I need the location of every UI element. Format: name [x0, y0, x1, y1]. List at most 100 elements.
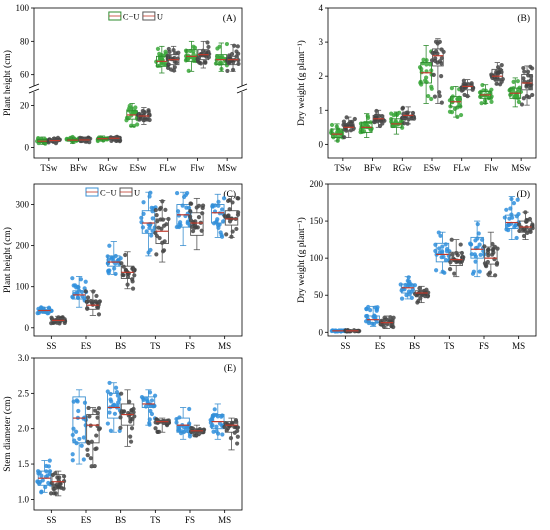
data-point [149, 398, 155, 403]
data-point [401, 115, 406, 120]
y-tick-label: 100 [16, 3, 30, 13]
data-point [482, 98, 488, 103]
data-point [447, 267, 453, 272]
data-point [138, 114, 143, 119]
data-point [399, 296, 405, 301]
data-point [108, 428, 114, 433]
data-point [94, 433, 99, 438]
data-point [73, 283, 78, 288]
data-point [406, 289, 412, 294]
data-point [119, 391, 124, 396]
data-point [203, 59, 208, 64]
data-point [85, 447, 90, 452]
box [331, 128, 343, 138]
data-point [77, 436, 82, 442]
data-point [71, 399, 76, 404]
data-point [83, 289, 88, 294]
data-point [368, 308, 373, 313]
data-point [424, 58, 429, 63]
data-point [85, 295, 91, 300]
box [107, 392, 121, 419]
box [227, 55, 239, 66]
data-point [94, 293, 99, 299]
axis-break-mark [28, 88, 40, 94]
data-point [468, 241, 473, 246]
data-point [405, 110, 410, 115]
data-point [415, 300, 420, 305]
x-tick-label: Flw [484, 163, 499, 173]
plot-frame [327, 7, 537, 159]
data-point [419, 66, 424, 72]
box [449, 251, 463, 267]
data-point [380, 117, 386, 122]
data-point [424, 75, 429, 80]
data-point [449, 237, 454, 242]
data-point [444, 249, 450, 254]
data-point [37, 470, 42, 475]
data-point [130, 286, 136, 291]
data-point [39, 473, 44, 478]
data-point [157, 235, 162, 241]
data-point [220, 432, 225, 437]
data-point [400, 125, 405, 130]
data-point [391, 324, 396, 330]
data-point [434, 268, 439, 273]
data-point [217, 44, 222, 49]
data-point [161, 248, 167, 253]
y-axis-label: Plant height (cm) [2, 50, 13, 116]
data-point [528, 85, 533, 91]
x-tick-label: TS [444, 341, 455, 351]
data-point [521, 65, 526, 71]
data-point [423, 294, 428, 299]
data-point [121, 264, 126, 269]
panel-label: (D) [517, 189, 530, 200]
data-point [170, 56, 175, 62]
data-point [440, 244, 445, 249]
data-point [220, 207, 225, 212]
data-point [161, 223, 167, 228]
data-point [403, 282, 408, 288]
data-point [150, 216, 155, 221]
data-point [88, 456, 93, 461]
data-point [515, 197, 520, 202]
data-point [81, 435, 86, 440]
data-point [186, 68, 191, 73]
legend: C−U U [108, 11, 163, 22]
y-axis-label: Plant height (cm) [2, 227, 13, 293]
y-tick-label: 1 [319, 105, 324, 115]
y-axis-label: Dry weight (g plant⁻¹) [296, 217, 307, 303]
data-point [472, 252, 477, 257]
data-point [235, 434, 240, 439]
data-point [494, 262, 499, 267]
data-point [163, 207, 168, 212]
data-point [485, 250, 491, 255]
data-point [188, 208, 193, 214]
data-point [188, 214, 193, 219]
data-point [127, 399, 132, 404]
data-point [457, 102, 462, 108]
data-point [427, 62, 433, 67]
data-point [177, 415, 182, 420]
legend-label: U [157, 12, 163, 22]
data-point [235, 441, 240, 446]
data-point [188, 201, 193, 206]
panel-B: 0 1 2 3 4 Dry weight (g plant⁻¹) (B) TSw BFw RGw E… [296, 3, 537, 173]
data-point [433, 248, 438, 254]
data-point [164, 423, 170, 428]
data-point [509, 212, 514, 217]
data-point [143, 404, 149, 409]
data-point [165, 65, 171, 71]
data-point [157, 51, 162, 56]
data-point [530, 92, 535, 98]
data-point [507, 216, 512, 221]
data-point [149, 205, 154, 211]
data-point [215, 414, 220, 419]
data-point [87, 414, 92, 419]
data-point [107, 380, 112, 386]
data-point [352, 116, 357, 122]
data-point [530, 66, 535, 71]
y-tick-label: 1.5 [18, 459, 30, 469]
data-point [106, 269, 111, 274]
x-tick-label: MS [218, 515, 231, 525]
x-tick-label: FS [185, 515, 195, 525]
